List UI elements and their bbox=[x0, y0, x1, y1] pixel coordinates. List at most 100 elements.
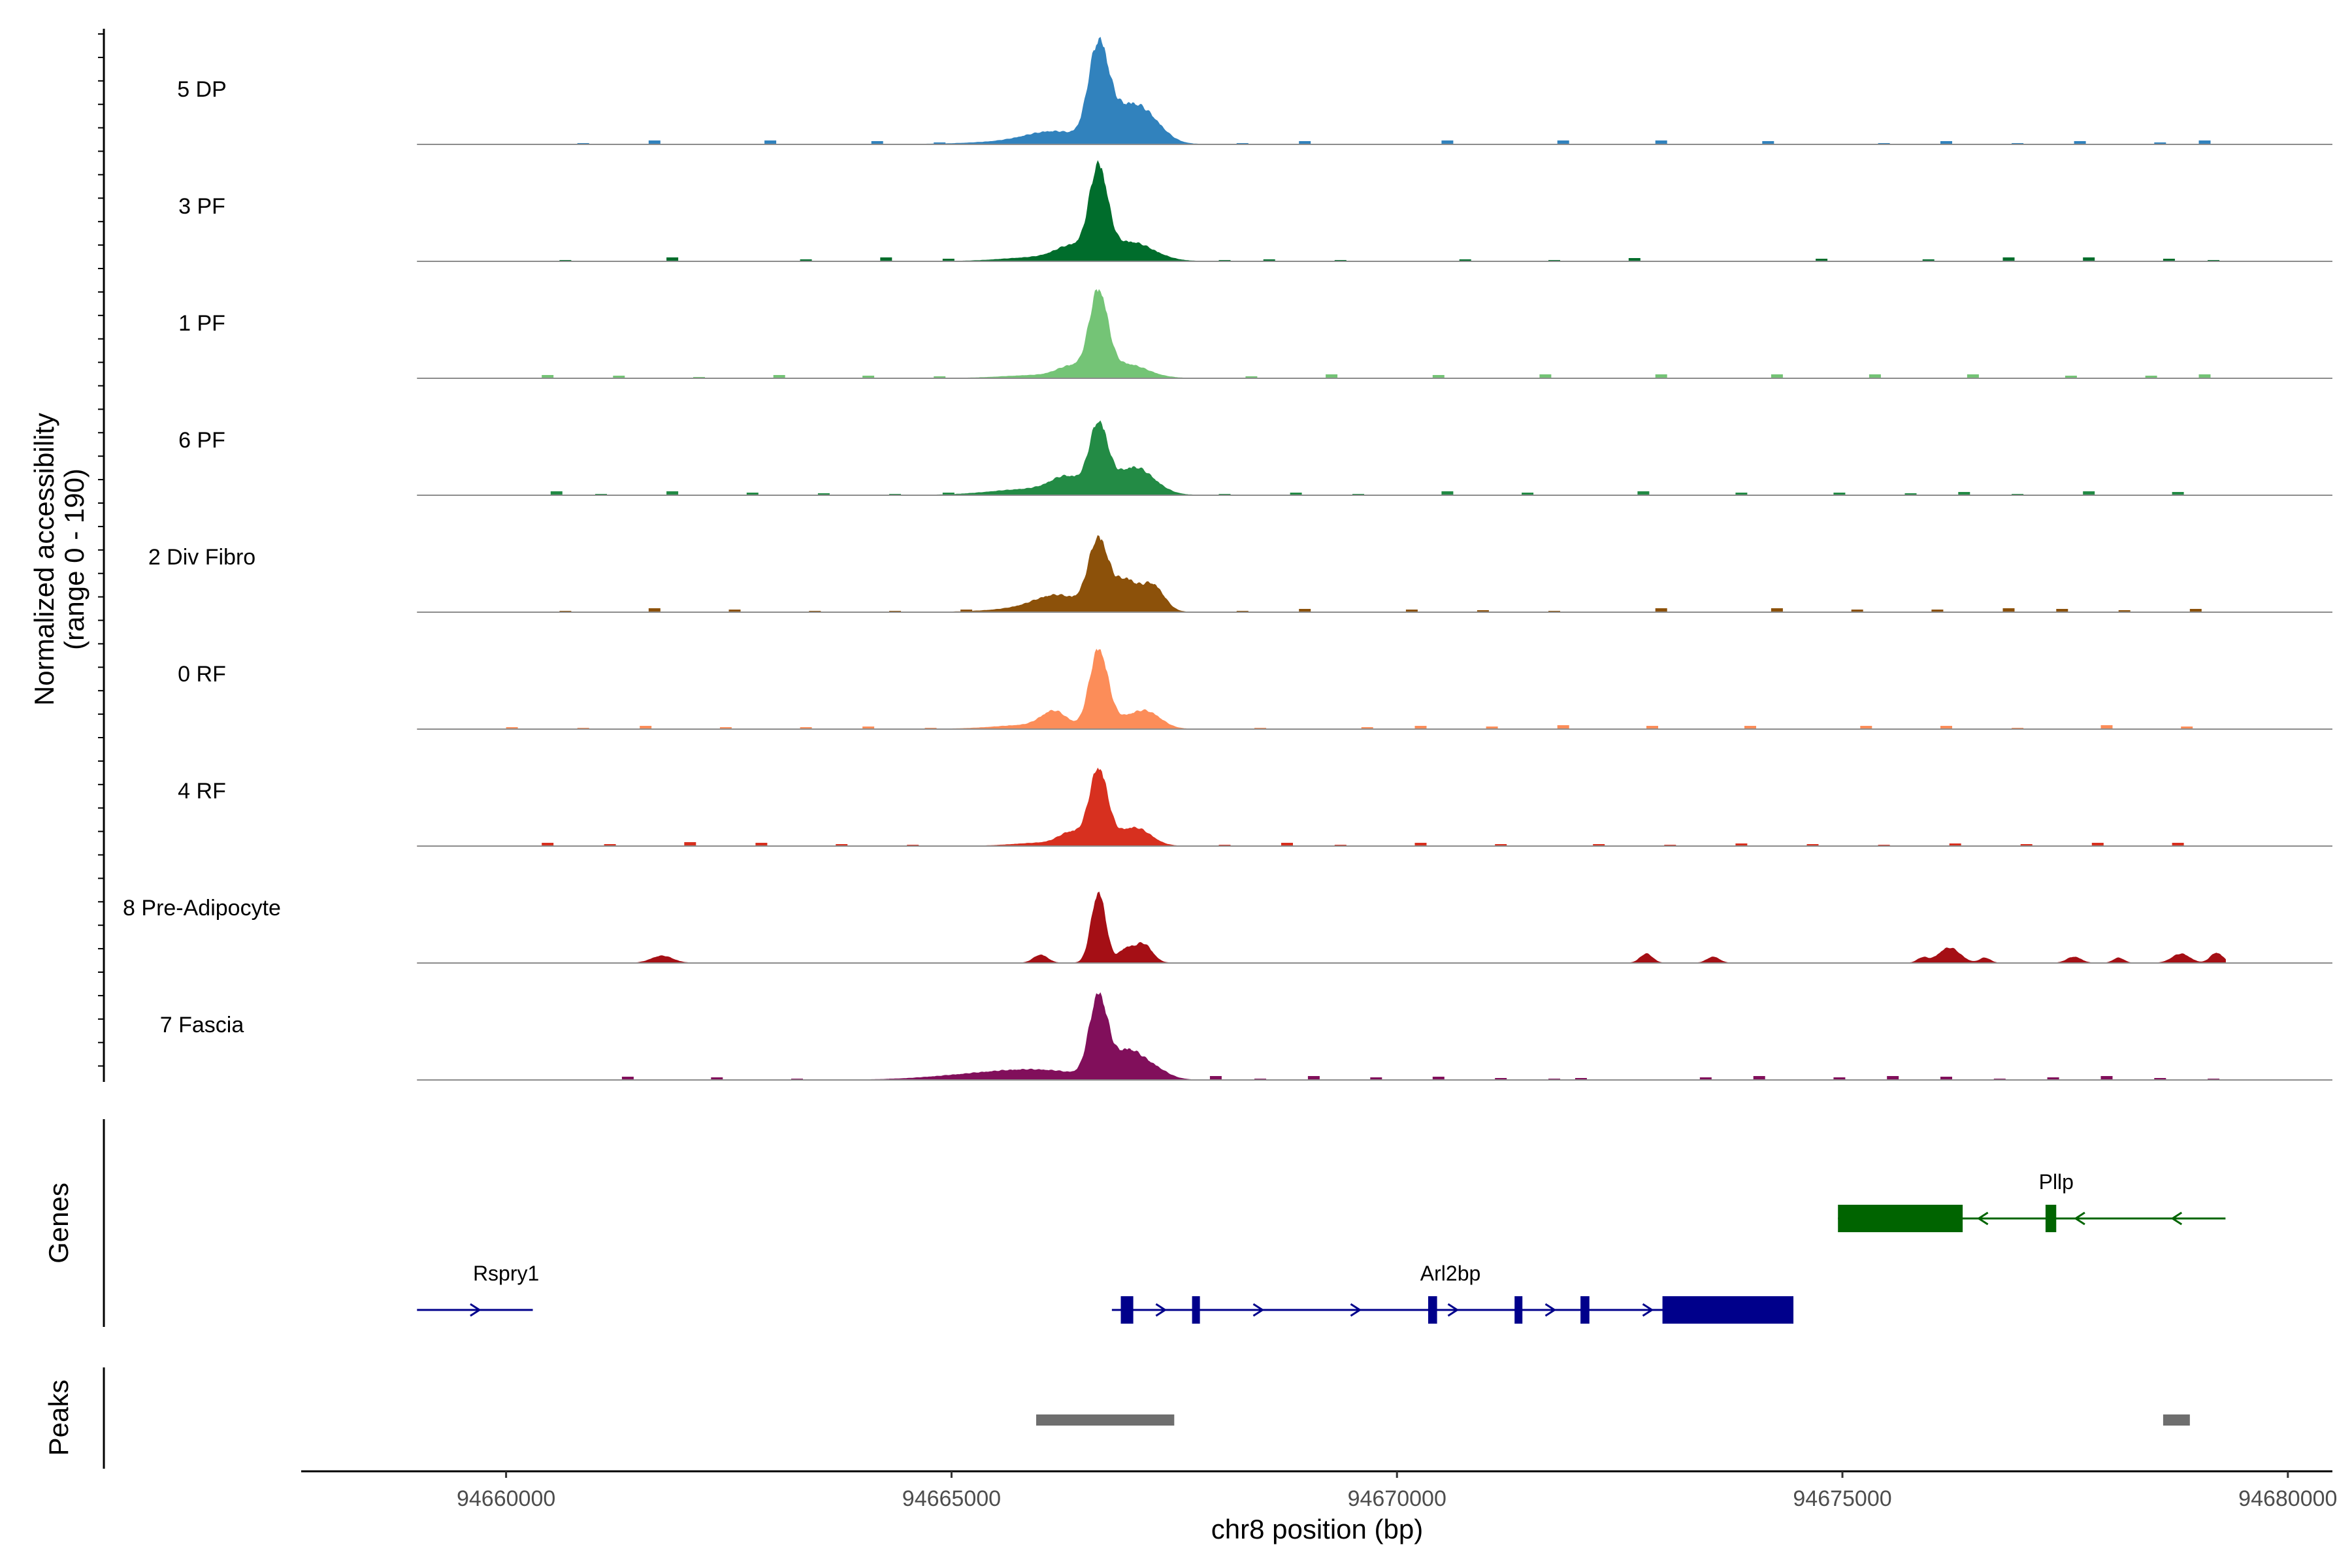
track-background-bump bbox=[1904, 493, 1917, 495]
strand-arrow bbox=[1252, 1303, 1265, 1317]
track-background-bump bbox=[621, 1077, 634, 1080]
track-background-bump bbox=[2002, 608, 2015, 612]
track-4-rf: 4 RF bbox=[178, 767, 2332, 847]
track-1-pf: 1 PF bbox=[178, 289, 2332, 379]
track-label: 8 Pre-Adipocyte bbox=[123, 896, 281, 921]
gene-exon bbox=[1662, 1296, 1794, 1324]
track-label: 1 PF bbox=[178, 311, 225, 336]
track-background-bump bbox=[1637, 491, 1650, 495]
track-background-bump bbox=[1771, 374, 1783, 378]
gene-exon bbox=[1838, 1205, 1963, 1232]
gene-exon bbox=[1580, 1296, 1590, 1324]
gene-exon bbox=[1428, 1296, 1437, 1324]
track-background-bump bbox=[2074, 141, 2086, 144]
track-3-pf: 3 PF bbox=[178, 160, 2332, 262]
track-background-bump bbox=[2154, 142, 2166, 144]
track-background-bump bbox=[880, 257, 892, 261]
track-label: 7 Fascia bbox=[160, 1013, 244, 1037]
track-background-bump bbox=[604, 844, 616, 846]
track-background-bump bbox=[1522, 493, 1534, 495]
track-background-bump bbox=[2163, 259, 2175, 261]
track-background-bump bbox=[2065, 376, 2077, 378]
track-background-bump bbox=[1655, 140, 1667, 144]
coverage-tracks: 5 DP 3 PF 1 PF 6 PF 2 Div Fibro 0 RF 4 RF 8 Pre… bbox=[123, 37, 2332, 1081]
track-background-bump bbox=[1922, 259, 1935, 261]
track-background-bump bbox=[1887, 1076, 1899, 1080]
genes-track: Genes Rspry1 Arl2bp Pllp bbox=[43, 1119, 2226, 1327]
track-background-bump bbox=[728, 610, 741, 612]
track-background-bump bbox=[666, 491, 679, 495]
track-background-bump bbox=[648, 140, 661, 144]
track-background-bump bbox=[1593, 844, 1605, 846]
track-label: 0 RF bbox=[178, 662, 226, 687]
strand-arrow bbox=[2074, 1211, 2085, 1226]
track-background-bump bbox=[1414, 843, 1427, 846]
track-background-bump bbox=[942, 259, 955, 261]
track-background-bump bbox=[1459, 259, 1471, 261]
track-7-fascia: 7 Fascia bbox=[160, 992, 2332, 1081]
x-tick-label: 94675000 bbox=[1793, 1486, 1891, 1511]
track-background-bump bbox=[1735, 493, 1748, 495]
coverage-y-axis-ticks bbox=[98, 33, 104, 1067]
strand-arrow bbox=[2170, 1211, 2183, 1226]
track-background-bump bbox=[800, 727, 812, 729]
x-tick-label: 94665000 bbox=[902, 1486, 1001, 1511]
strand-arrow bbox=[1642, 1303, 1654, 1317]
track-signal bbox=[417, 289, 2226, 379]
track-signal bbox=[417, 160, 2226, 262]
track-background-bump bbox=[960, 610, 973, 612]
track-background-bump bbox=[2118, 610, 2131, 612]
track-background-bump bbox=[773, 375, 785, 378]
track-background-bump bbox=[1495, 844, 1507, 846]
peaks-track-label: Peaks bbox=[43, 1380, 74, 1456]
track-background-bump bbox=[1361, 727, 1373, 729]
track-background-bump bbox=[800, 259, 812, 261]
track-background-bump bbox=[1281, 843, 1293, 846]
track-background-bump bbox=[1744, 726, 1756, 729]
gene-exon bbox=[1514, 1296, 1523, 1324]
track-background-bump bbox=[2145, 376, 2157, 378]
y-axis-title-line1: Normalized accessibility bbox=[29, 413, 59, 706]
track-signal bbox=[417, 535, 2226, 613]
track-background-bump bbox=[1806, 844, 1819, 846]
track-background-bump bbox=[2047, 1077, 2059, 1080]
track-background-bump bbox=[1432, 1077, 1445, 1080]
track-background-bump bbox=[1209, 1076, 1222, 1080]
track-2-div-fibro: 2 Div Fibro bbox=[148, 535, 2332, 613]
track-background-bump bbox=[1869, 374, 1881, 378]
x-axis-title: chr8 position (bp) bbox=[1211, 1514, 1424, 1544]
track-signal bbox=[417, 767, 2226, 847]
track-background-bump bbox=[1655, 608, 1667, 612]
track-signal bbox=[417, 420, 2226, 496]
track-label: 3 PF bbox=[178, 194, 225, 219]
y-axis-title: Normalized accessibility (range 0 - 190) bbox=[29, 413, 90, 706]
track-label: 5 DP bbox=[177, 77, 227, 102]
gene-models: Rspry1 Arl2bp Pllp bbox=[417, 1170, 2226, 1324]
gene-exon bbox=[1192, 1296, 1200, 1324]
gene-label: Pllp bbox=[2039, 1170, 2074, 1194]
track-8-pre-adipocyte: 8 Pre-Adipocyte bbox=[123, 891, 2332, 964]
strand-arrow bbox=[1155, 1303, 1168, 1317]
track-5-dp: 5 DP bbox=[177, 37, 2332, 145]
track-background-bump bbox=[1307, 1076, 1320, 1080]
track-background-bump bbox=[1940, 726, 1952, 729]
strand-arrow bbox=[1350, 1303, 1362, 1317]
x-tick-label: 94680000 bbox=[2238, 1486, 2337, 1511]
gene-pllp: Pllp bbox=[1838, 1170, 2226, 1232]
gene-exon bbox=[1120, 1296, 1134, 1324]
track-background-bump bbox=[1816, 259, 1828, 261]
peak-region bbox=[2163, 1414, 2190, 1426]
track-background-bump bbox=[2181, 727, 2193, 729]
track-background-bump bbox=[1245, 376, 1258, 378]
strand-arrow bbox=[1976, 1211, 1989, 1226]
track-background-bump bbox=[666, 257, 679, 261]
track-background-bump bbox=[1851, 610, 1863, 612]
track-background-bump bbox=[2083, 491, 2095, 495]
y-axis-title-line2: (range 0 - 190) bbox=[59, 468, 90, 650]
track-background-bump bbox=[1486, 727, 1498, 729]
track-background-bump bbox=[764, 140, 777, 144]
track-background-bump bbox=[1931, 610, 1944, 612]
track-background-bump bbox=[1557, 725, 1569, 729]
track-background-bump bbox=[746, 493, 759, 495]
